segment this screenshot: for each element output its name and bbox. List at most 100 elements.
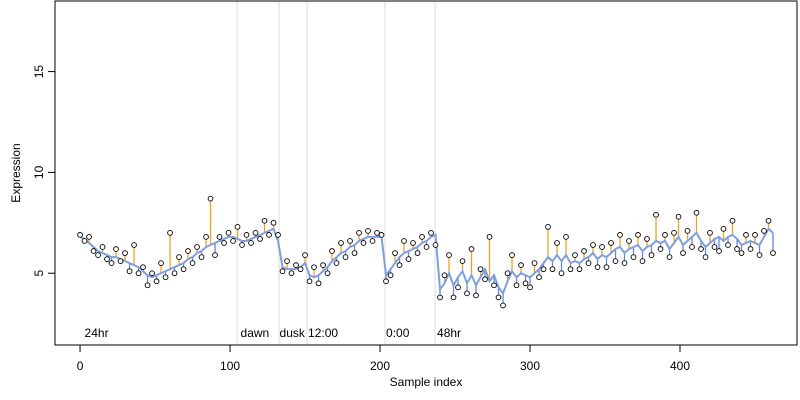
annotation: dusk (280, 326, 306, 340)
point (140, 264, 146, 271)
point (423, 244, 430, 250)
point (635, 232, 641, 238)
point (144, 282, 151, 289)
point (306, 278, 313, 285)
point (473, 292, 479, 299)
point (167, 230, 173, 236)
point (230, 238, 236, 244)
point (153, 278, 160, 285)
point (680, 250, 686, 256)
annotation: 48hr (437, 326, 461, 340)
point (450, 294, 457, 301)
point (437, 294, 443, 301)
point (257, 236, 263, 242)
point (419, 234, 425, 240)
y-tick-label: 15 (32, 65, 46, 79)
point (464, 290, 470, 297)
point (374, 230, 380, 236)
point (585, 260, 592, 266)
x-axis-label: Sample index (390, 375, 463, 389)
point (702, 254, 709, 260)
point (657, 246, 664, 252)
point (216, 234, 223, 240)
point (617, 232, 623, 238)
point (387, 272, 394, 279)
point (234, 223, 241, 230)
point (747, 246, 754, 252)
point (113, 246, 119, 252)
point (104, 256, 110, 262)
annotation: 0:00 (386, 326, 410, 340)
point (126, 268, 133, 275)
point (549, 266, 556, 273)
x-tick-label: 200 (370, 359, 390, 373)
point (644, 236, 650, 242)
x-tick-label: 300 (520, 359, 540, 373)
point (90, 248, 97, 254)
point (567, 266, 574, 273)
point (689, 244, 695, 250)
point (266, 232, 272, 238)
point (225, 230, 232, 236)
point (491, 282, 497, 289)
point (275, 232, 281, 238)
point (338, 240, 344, 246)
point (720, 226, 727, 232)
point (261, 217, 268, 224)
point (558, 270, 565, 277)
point (81, 238, 88, 244)
point (383, 278, 389, 285)
point (563, 234, 569, 240)
point (342, 254, 349, 260)
point (477, 266, 484, 273)
point (95, 252, 101, 258)
point (108, 260, 115, 266)
point (203, 234, 209, 240)
point (500, 302, 506, 309)
point (77, 232, 83, 238)
fit-line (79, 227, 774, 296)
point (482, 276, 488, 283)
point (441, 272, 448, 279)
y-tick-label: 10 (32, 165, 46, 179)
point (194, 244, 200, 250)
point (756, 252, 763, 258)
point (432, 242, 439, 248)
point (401, 238, 407, 244)
point (248, 240, 254, 246)
point (239, 242, 245, 248)
point (270, 219, 277, 226)
point (729, 217, 736, 224)
point (86, 234, 92, 240)
point (603, 264, 610, 271)
point (693, 209, 700, 216)
x-tick-label: 400 (670, 359, 690, 373)
point (189, 260, 196, 266)
point (743, 232, 749, 238)
point (468, 246, 475, 252)
point (455, 284, 461, 291)
point (545, 223, 551, 230)
point (770, 250, 776, 256)
point (459, 258, 466, 264)
point (329, 248, 335, 254)
point (180, 266, 187, 273)
point (716, 248, 722, 254)
point (311, 264, 317, 271)
point (653, 211, 659, 218)
point (122, 250, 128, 256)
annotation: 24hr (85, 326, 109, 340)
point (446, 252, 452, 258)
annotation: dawn (241, 326, 270, 340)
point (356, 230, 362, 236)
point (684, 228, 691, 234)
annotation: 12:00 (308, 326, 338, 340)
point (302, 252, 308, 258)
point (495, 294, 502, 301)
point (131, 242, 137, 248)
point (347, 238, 353, 244)
point (365, 228, 371, 234)
point (594, 264, 601, 271)
point (599, 244, 605, 250)
